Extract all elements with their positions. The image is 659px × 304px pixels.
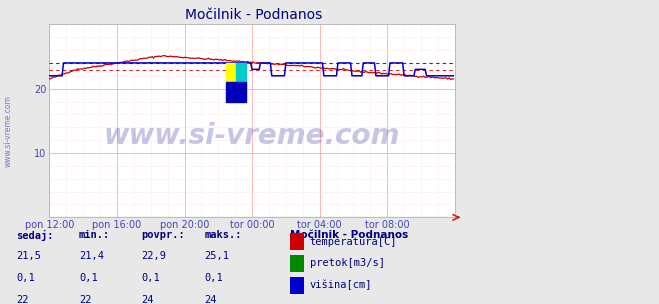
Bar xyxy=(226,82,246,102)
Text: 0,1: 0,1 xyxy=(204,273,223,283)
Text: temperatura[C]: temperatura[C] xyxy=(310,237,397,247)
Text: 0,1: 0,1 xyxy=(16,273,35,283)
Text: maks.:: maks.: xyxy=(204,230,242,240)
Text: 24: 24 xyxy=(142,295,154,304)
Text: 22,9: 22,9 xyxy=(142,251,167,261)
Text: 22: 22 xyxy=(16,295,29,304)
Text: www.si-vreme.com: www.si-vreme.com xyxy=(3,95,13,167)
Text: višina[cm]: višina[cm] xyxy=(310,280,372,291)
Text: Močilnik - Podnanos: Močilnik - Podnanos xyxy=(185,8,322,22)
Text: min.:: min.: xyxy=(79,230,110,240)
Text: Močilnik - Podnanos: Močilnik - Podnanos xyxy=(290,230,408,240)
Text: 22: 22 xyxy=(79,295,92,304)
Text: povpr.:: povpr.: xyxy=(142,230,185,240)
Text: sedaj:: sedaj: xyxy=(16,230,54,240)
Text: 24: 24 xyxy=(204,295,217,304)
Text: 0,1: 0,1 xyxy=(79,273,98,283)
Bar xyxy=(236,63,246,82)
Text: 21,4: 21,4 xyxy=(79,251,104,261)
Text: www.si-vreme.com: www.si-vreme.com xyxy=(104,122,400,150)
Text: 25,1: 25,1 xyxy=(204,251,229,261)
Text: 0,1: 0,1 xyxy=(142,273,160,283)
Text: 21,5: 21,5 xyxy=(16,251,42,261)
Bar xyxy=(226,63,236,82)
Text: pretok[m3/s]: pretok[m3/s] xyxy=(310,258,385,268)
